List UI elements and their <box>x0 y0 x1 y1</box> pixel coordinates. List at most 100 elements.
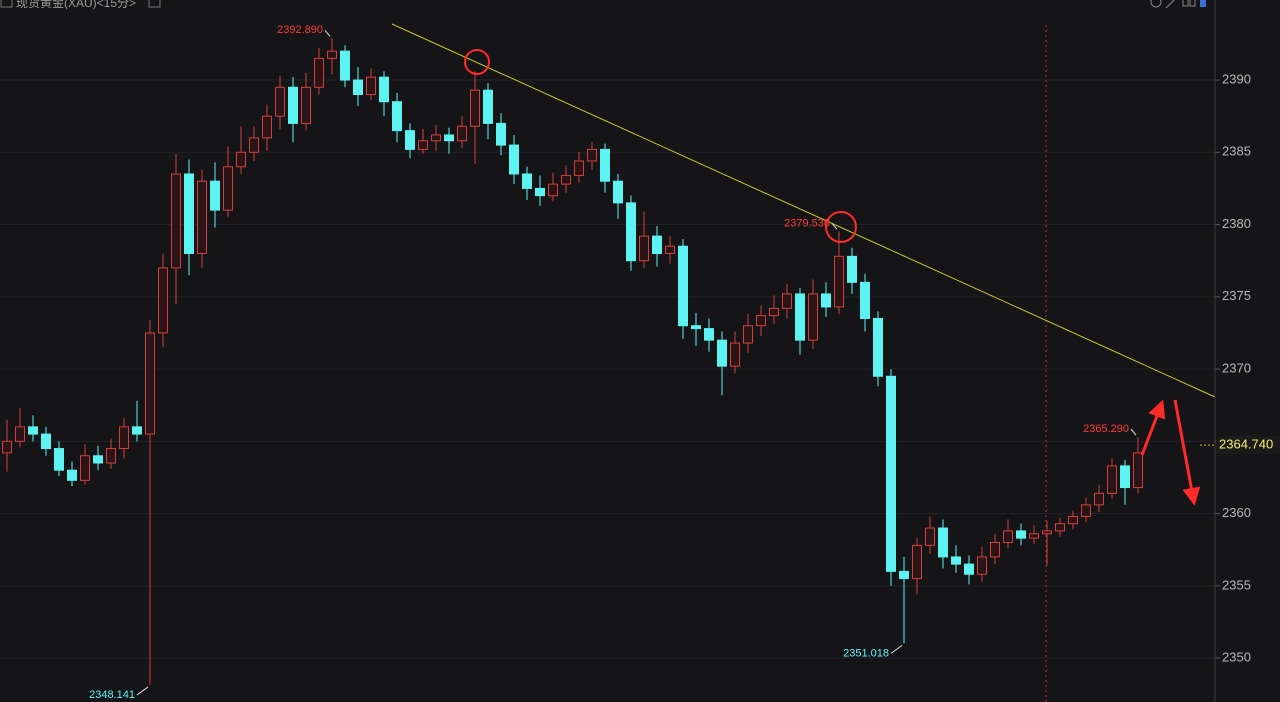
candle-body <box>691 325 701 330</box>
candle-body <box>977 556 987 575</box>
candle-body <box>28 426 38 435</box>
candle-body <box>379 76 389 103</box>
candle-body <box>912 544 922 580</box>
candle-body <box>80 455 90 481</box>
arrow-up <box>1140 399 1166 456</box>
candle-body <box>470 89 480 127</box>
candle-body <box>223 166 233 211</box>
candle-body <box>652 235 662 254</box>
candle-body <box>275 86 285 117</box>
candle-body <box>626 202 636 262</box>
candle-body <box>119 426 129 450</box>
y-tick-label: 2360 <box>1222 505 1251 520</box>
candle-body <box>1029 533 1039 539</box>
last-price-box <box>1216 436 1280 455</box>
marker-circle <box>825 211 857 243</box>
candle-body <box>41 433 51 450</box>
y-tick-label: 2375 <box>1222 288 1251 303</box>
candle-body <box>769 307 779 317</box>
candle-body <box>2 440 12 454</box>
candle-body <box>67 469 77 481</box>
candle-body <box>522 173 532 189</box>
candle-body <box>353 79 363 96</box>
y-tick-label: 2390 <box>1222 71 1251 86</box>
annotation-pointer <box>890 644 903 654</box>
candle-body <box>392 101 402 132</box>
candle-body <box>444 134 454 142</box>
candle-body <box>743 325 753 344</box>
candle-body <box>1055 523 1065 532</box>
candle-body <box>548 183 558 197</box>
y-tick-label: 2355 <box>1222 577 1251 592</box>
candle-body <box>301 86 311 124</box>
annotation-label: 2379.530 <box>784 217 830 229</box>
chart-title: 现货黄金(XAU)<15分> <box>16 0 136 10</box>
candle-body <box>951 556 961 565</box>
annotations: 2392.890 2379.530 2365.290 2351.018 2348.141… <box>89 24 1280 701</box>
candle-body <box>925 527 935 546</box>
candle-body <box>795 293 805 341</box>
candle-body <box>535 187 545 197</box>
arrow-down <box>1173 399 1201 506</box>
candle-body <box>990 541 1000 558</box>
candle-body <box>509 144 519 175</box>
candle-body <box>860 281 870 319</box>
candle-body <box>184 173 194 254</box>
candle-body <box>938 527 948 558</box>
annotation-pointer <box>831 223 838 230</box>
candle-body <box>821 293 831 308</box>
candle-body <box>639 235 649 262</box>
candle-body <box>496 122 506 146</box>
candle-body <box>457 125 467 142</box>
candle-body <box>574 160 584 176</box>
axis-panel <box>1215 0 1280 702</box>
candle-body <box>15 426 25 442</box>
candle-body <box>1068 515 1078 525</box>
candle-body <box>678 245 688 327</box>
y-tick-label: 2385 <box>1222 144 1251 159</box>
annotation-label: 2365.290 <box>1083 423 1129 435</box>
toolbar-icons[interactable] <box>1150 0 1206 9</box>
candle-body <box>1120 465 1130 489</box>
candle-body <box>587 148 597 162</box>
candle-body <box>561 174 571 185</box>
candle-body <box>1094 492 1104 506</box>
candle-body <box>782 293 792 309</box>
candle-body <box>366 76 376 96</box>
candle-body <box>314 57 324 88</box>
candle-body <box>132 426 142 435</box>
candle-body <box>106 448 116 464</box>
candle-body <box>730 342 740 367</box>
dropdown-icon <box>148 0 161 8</box>
candle-body <box>1042 530 1052 535</box>
candle-body <box>405 130 415 150</box>
candle-body <box>1107 465 1117 494</box>
annotation-label: 2392.890 <box>277 24 323 36</box>
candle-body <box>613 180 623 204</box>
y-tick-label: 2380 <box>1222 216 1251 231</box>
candle-body <box>1016 530 1026 539</box>
candles <box>2 38 1143 685</box>
annotation-pointer <box>324 29 331 37</box>
last-price-label: 2364.740 <box>1219 437 1273 452</box>
candle-body <box>340 50 350 81</box>
candle-body <box>145 332 155 435</box>
candle-body <box>717 339 727 367</box>
y-tick-label: 2350 <box>1222 650 1251 665</box>
annotation-label: 2351.018 <box>843 647 889 659</box>
candle-body <box>1081 504 1091 517</box>
trend-line <box>391 23 1216 398</box>
candle-body <box>600 148 610 182</box>
candle-body <box>262 115 272 139</box>
candle-body <box>236 151 246 168</box>
annotation-pointer <box>1130 428 1137 436</box>
title-icon <box>0 0 13 8</box>
candle-body <box>899 570 909 580</box>
marker-circle <box>464 49 490 75</box>
candle-body <box>431 134 441 142</box>
candle-body <box>873 317 883 377</box>
candle-body <box>886 375 896 572</box>
